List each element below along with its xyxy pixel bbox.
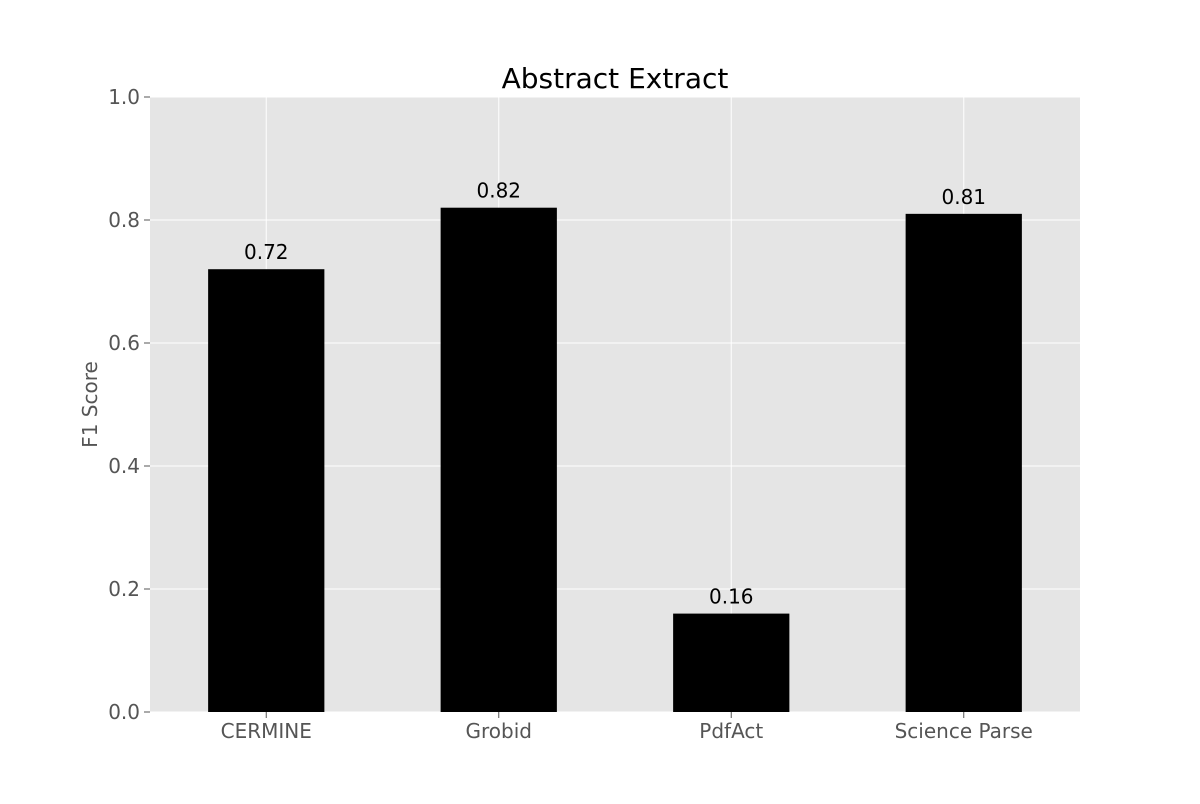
y-tick-label: 0.0	[108, 700, 140, 724]
bar-pdfact	[673, 613, 790, 712]
x-tick-label: PdfAct	[699, 719, 763, 743]
bar-cermine	[208, 269, 325, 712]
y-axis-label: F1 Score	[78, 361, 102, 448]
x-axis-ticks: CERMINE Grobid PdfAct Science Parse	[221, 712, 1033, 743]
y-tick-label: 1.0	[108, 85, 140, 109]
bar-value-label: 0.82	[476, 179, 521, 203]
bar-value-label: 0.81	[941, 185, 986, 209]
bars: 0.72 0.82 0.16 0.81	[208, 179, 1022, 712]
chart-title: Abstract Extract	[502, 62, 729, 95]
y-tick-label: 0.6	[108, 331, 140, 355]
bar-science-parse	[905, 213, 1022, 712]
y-axis-ticks: 0.0 0.2 0.4 0.6 0.8 1.0	[108, 85, 150, 724]
x-tick-label: Science Parse	[895, 719, 1033, 743]
y-tick-label: 0.4	[108, 454, 140, 478]
y-tick-label: 0.2	[108, 577, 140, 601]
bar-value-label: 0.16	[709, 585, 754, 609]
x-tick-label: CERMINE	[221, 719, 312, 743]
x-tick-label: Grobid	[466, 719, 532, 743]
bar-value-label: 0.72	[244, 240, 289, 264]
bar-grobid	[440, 207, 557, 712]
y-tick-label: 0.8	[108, 208, 140, 232]
